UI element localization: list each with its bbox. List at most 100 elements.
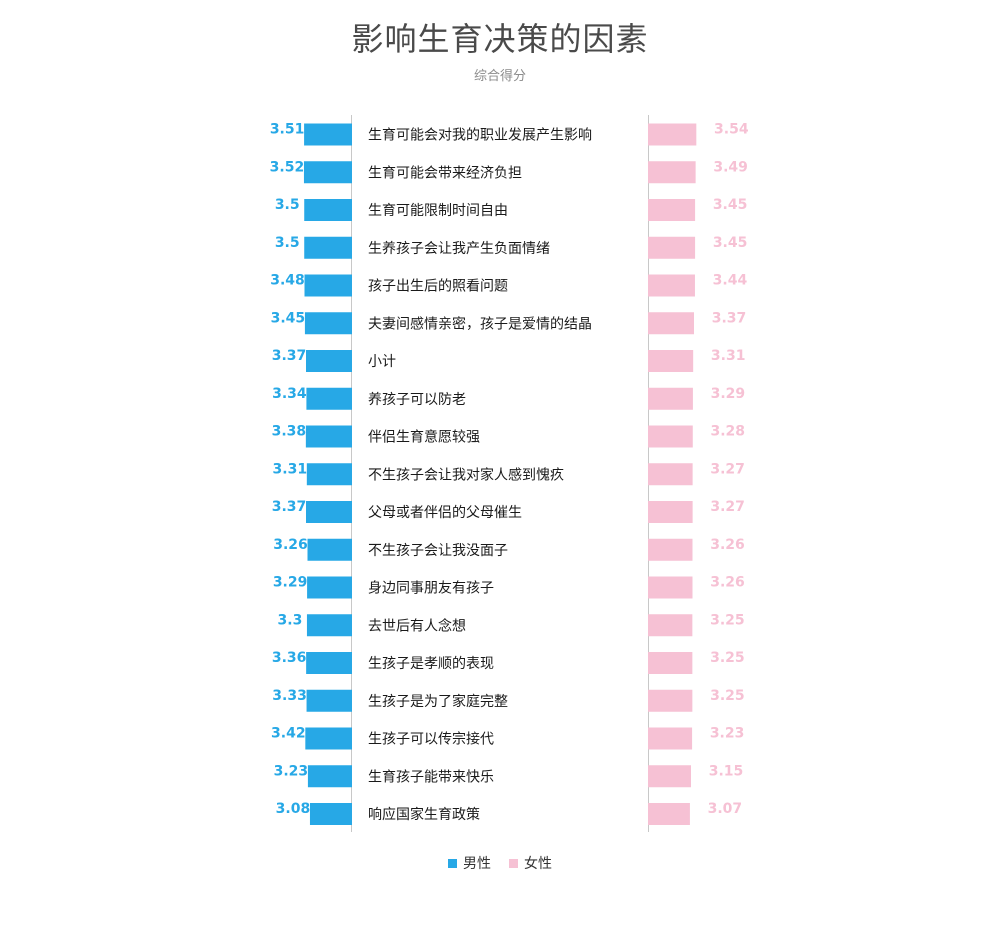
female-bar: [648, 614, 693, 637]
female-bar: [648, 123, 697, 146]
male-bar: [304, 312, 352, 335]
male-value-label: 3.33: [272, 688, 307, 704]
male-value-label: 3.52: [270, 159, 305, 175]
male-value-label: 3.08: [276, 801, 311, 817]
category-label: 孩子出生后的照看问题: [368, 279, 508, 295]
male-value-label: 3.31: [273, 461, 308, 477]
female-value-label: 3.54: [714, 122, 749, 138]
female-value-label: 3.31: [711, 348, 746, 364]
chart-subtitle: 综合得分: [473, 69, 526, 84]
female-bar: [648, 538, 693, 561]
chart-title: 影响生育决策的因素: [351, 20, 649, 58]
male-value-label: 3.5: [275, 197, 300, 213]
male-value-label: 3.51: [270, 122, 305, 138]
category-label: 去世后有人念想: [368, 617, 466, 634]
female-bar: [648, 274, 695, 297]
male-bar: [307, 576, 352, 599]
male-bar: [304, 199, 352, 221]
category-label: 生孩子是孝顺的表现: [368, 656, 494, 672]
male-bar: [306, 463, 352, 486]
female-value-label: 3.26: [710, 537, 745, 553]
male-bar: [305, 425, 352, 448]
male-value-label: 3.34: [272, 386, 307, 402]
female-value-label: 3.27: [710, 499, 745, 515]
female-bar: [648, 501, 693, 523]
female-bar: [648, 803, 690, 825]
category-label: 父母或者伴侣的父母催生: [368, 505, 522, 521]
male-bar: [309, 803, 352, 825]
female-bar: [648, 689, 693, 712]
legend-item-female[interactable]: 女性: [509, 853, 552, 873]
male-bar: [306, 350, 352, 372]
female-value-label: 3.15: [709, 763, 744, 779]
female-value-label: 3.23: [710, 726, 745, 742]
category-label: 不生孩子会让我没面子: [368, 543, 508, 559]
female-bar: [648, 236, 696, 259]
male-bar: [307, 765, 352, 788]
male-value-label: 3.3: [278, 612, 303, 628]
male-value-label: 3.26: [273, 537, 308, 553]
category-label: 伴侣生育意愿较强: [368, 429, 480, 446]
male-bar: [304, 123, 352, 146]
male-bar: [306, 501, 352, 523]
female-value-label: 3.25: [710, 650, 745, 666]
female-value-label: 3.07: [708, 801, 743, 817]
legend-label-female: 女性: [524, 856, 552, 872]
female-value-label: 3.28: [710, 424, 745, 440]
male-bar: [306, 652, 352, 674]
female-bar: [648, 312, 694, 335]
female-bar: [648, 765, 691, 788]
male-bar: [306, 689, 352, 712]
female-bar: [648, 161, 696, 184]
category-label: 不生孩子会让我对家人感到愧疚: [368, 466, 564, 483]
category-label: 生养孩子会让我产生负面情绪: [368, 241, 550, 257]
male-bar: [306, 614, 352, 637]
female-bar: [648, 425, 693, 448]
female-bar: [648, 199, 696, 221]
category-label: 生孩子是为了家庭完整: [368, 693, 508, 710]
male-bar: [305, 727, 352, 750]
female-value-label: 3.49: [713, 159, 748, 175]
female-bar: [648, 387, 693, 410]
female-value-label: 3.27: [710, 461, 745, 477]
category-label: 生育可能会对我的职业发展产生影响: [368, 128, 592, 144]
female-bar: [648, 463, 693, 486]
male-value-label: 3.45: [271, 310, 306, 326]
butterfly-bar-chart: 3.51 3.54 生育可能会对我的职业发展产生影响 3.52 3.49 生育可能会带来经…: [270, 115, 749, 832]
male-value-label: 3.36: [272, 650, 307, 666]
legend-label-male: 男性: [463, 856, 491, 872]
male-value-label: 3.23: [274, 763, 309, 779]
male-value-label: 3.29: [273, 575, 308, 591]
category-label: 小计: [368, 354, 396, 370]
female-bar: [648, 576, 693, 599]
male-value-label: 3.37: [272, 348, 307, 364]
male-bar: [304, 274, 352, 297]
female-value-label: 3.45: [713, 235, 748, 251]
female-bar: [648, 350, 694, 372]
female-value-label: 3.45: [713, 197, 748, 213]
female-value-label: 3.37: [712, 310, 747, 326]
female-value-label: 3.25: [710, 688, 745, 704]
male-value-label: 3.42: [271, 726, 306, 742]
category-label: 夫妻间感情亲密，孩子是爱情的结晶: [368, 315, 592, 332]
female-value-label: 3.44: [713, 273, 748, 289]
male-bar: [306, 387, 352, 410]
male-bar: [303, 161, 352, 184]
category-label: 生育孩子能带来快乐: [368, 769, 494, 785]
category-label: 响应国家生育政策: [368, 806, 480, 823]
female-bar: [648, 652, 693, 674]
category-label: 养孩子可以防老: [368, 392, 466, 408]
female-bar: [648, 727, 693, 750]
category-label: 身边同事朋友有孩子: [368, 581, 494, 597]
category-label: 生孩子可以传宗接代: [368, 731, 494, 748]
legend-swatch-male: [448, 858, 457, 868]
legend-item-male[interactable]: 男性: [448, 853, 491, 873]
male-value-label: 3.5: [275, 235, 300, 251]
male-bar: [307, 538, 352, 561]
legend-swatch-female: [509, 858, 518, 868]
female-value-label: 3.26: [710, 575, 745, 591]
male-value-label: 3.48: [270, 273, 305, 289]
category-label: 生育可能会带来经济负担: [368, 165, 522, 181]
legend: 男性 女性: [0, 853, 1000, 873]
male-bar: [304, 236, 352, 259]
